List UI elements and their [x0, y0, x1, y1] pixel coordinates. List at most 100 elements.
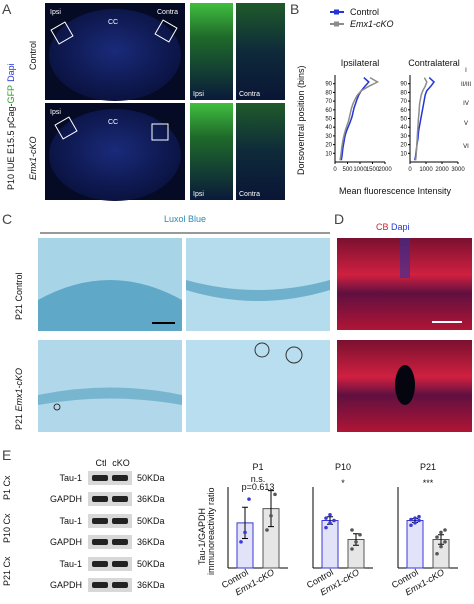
- panel-label: A: [2, 1, 12, 17]
- brain-images: [45, 3, 285, 201]
- x-tick-label: 0: [408, 167, 412, 173]
- x-tick-label: 0: [333, 167, 337, 173]
- subplot-title: Contralateral: [408, 58, 460, 68]
- band: [92, 496, 108, 502]
- blot-age: P10 Cx: [2, 513, 12, 543]
- roi-box: [54, 116, 78, 140]
- annotation: *: [341, 478, 345, 488]
- error-bar: [438, 534, 444, 545]
- protein-label: GAPDH: [50, 494, 82, 504]
- brain: [49, 9, 181, 101]
- row-label: P21 Control: [14, 272, 24, 320]
- legend-swatch: [334, 21, 339, 27]
- protein-label: Tau-1: [59, 559, 82, 569]
- stain: CB: [376, 222, 389, 232]
- midline: [400, 238, 410, 278]
- data-line: [414, 77, 428, 161]
- y-tick-label: 50: [400, 117, 407, 123]
- tract: [38, 280, 182, 331]
- zoom-image: [190, 103, 233, 200]
- cyst: [53, 403, 61, 411]
- blot-strip: [88, 535, 132, 549]
- layer-label: IV: [463, 101, 469, 107]
- data-point: [273, 492, 277, 497]
- blot-strip: [88, 578, 132, 592]
- y-tick-label: 30: [400, 134, 407, 140]
- data-point: [413, 516, 417, 520]
- cyst: [254, 342, 270, 358]
- x-tick-label: 500: [342, 167, 353, 173]
- subplot-title: Ipsilateral: [341, 58, 380, 68]
- y-tick-label: 40: [400, 125, 407, 131]
- data-point: [443, 528, 447, 532]
- y-tick-label: 70: [325, 99, 332, 105]
- tract: [38, 387, 182, 405]
- zoom-image: [190, 3, 233, 100]
- cyst: [285, 346, 303, 364]
- data-point: [239, 540, 243, 544]
- x-tick-label: 2000: [435, 167, 449, 173]
- image-label: Contra: [157, 9, 178, 16]
- x-axis-label: Mean fluorescence Intensity: [339, 186, 452, 196]
- chart-title: P10: [335, 462, 351, 472]
- protein-label: Tau-1: [59, 516, 82, 526]
- luxol-images: [38, 238, 330, 432]
- protein-label: GAPDH: [50, 537, 82, 547]
- layer-label: VI: [463, 144, 469, 150]
- data-point: [332, 518, 336, 523]
- data-point: [324, 516, 328, 520]
- data-point: [417, 514, 421, 519]
- data-point: [435, 535, 439, 539]
- panel-e: E Ctl cKO P1 Cx Tau-1 50KDa GAPDH 36KDa P10 Cx T…: [2, 447, 458, 597]
- annotation: n.s.: [251, 474, 266, 484]
- y-tick-label: 10: [325, 151, 332, 157]
- data-point: [328, 521, 332, 525]
- band: [92, 539, 108, 545]
- data-point: [350, 528, 354, 532]
- band: [112, 582, 128, 588]
- image-label: CC: [108, 19, 118, 26]
- brain: [49, 109, 181, 201]
- y-tick-label: 40: [325, 125, 332, 131]
- protein-label: GAPDH: [50, 580, 82, 590]
- panel-label: E: [2, 447, 11, 463]
- y-axis-label: Tau-1/GAPDH: [197, 508, 207, 565]
- band: [112, 475, 128, 481]
- data-point: [247, 497, 251, 501]
- x-tick-label: 3000: [451, 167, 465, 173]
- layer-label: II/III: [461, 82, 471, 88]
- chart-title: P1: [252, 462, 263, 472]
- size-label: 50KDa: [137, 559, 165, 569]
- image-label: Ipsi: [193, 191, 204, 198]
- y-tick-label: 10: [400, 151, 407, 157]
- y-tick-label: 60: [325, 108, 332, 114]
- band: [112, 518, 128, 524]
- band: [92, 582, 108, 588]
- panel-label: B: [290, 1, 299, 17]
- band: [92, 561, 108, 567]
- tract: [186, 280, 330, 301]
- chart-title: P21: [420, 462, 436, 472]
- data-point: [439, 544, 443, 549]
- data-point: [328, 513, 332, 517]
- y-tick-label: 50: [325, 117, 332, 123]
- roi-box: [151, 123, 169, 141]
- image: [38, 340, 182, 432]
- data-point: [265, 528, 269, 532]
- panel-label: D: [334, 211, 344, 227]
- y-tick-label: 20: [325, 143, 332, 149]
- data-point: [269, 513, 273, 518]
- data-line: [414, 77, 436, 161]
- size-label: 36KDa: [137, 494, 165, 504]
- legend-label: Emx1-cKO: [350, 19, 394, 29]
- roi-box: [50, 21, 74, 45]
- data-point: [358, 532, 362, 537]
- size-label: 50KDa: [137, 473, 165, 483]
- y-tick-label: 30: [325, 134, 332, 140]
- annotation: p=0.613: [242, 482, 275, 492]
- x-tick-label: 1500: [366, 167, 380, 173]
- row-age: P21: [14, 414, 24, 430]
- image: [186, 340, 330, 432]
- protein-label: Tau-1: [59, 473, 82, 483]
- image-label: Contra: [239, 91, 260, 98]
